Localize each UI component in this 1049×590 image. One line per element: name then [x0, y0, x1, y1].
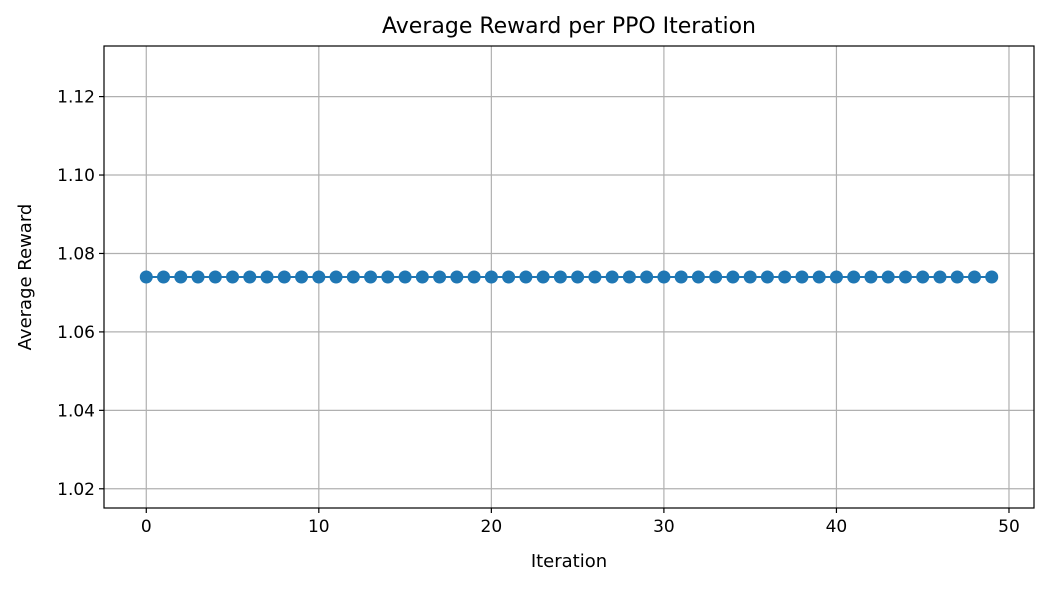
data-point — [812, 270, 826, 284]
data-point — [312, 270, 326, 284]
data-point — [174, 270, 188, 284]
data-point — [364, 270, 378, 284]
x-axis: 0 10 20 30 40 50 — [141, 508, 1020, 537]
data-point — [450, 270, 464, 284]
data-point — [916, 270, 930, 284]
y-tick-label: 1.06 — [57, 323, 95, 343]
data-point — [519, 270, 533, 284]
data-point — [226, 270, 240, 284]
y-tick-label: 1.12 — [57, 88, 95, 108]
data-point — [346, 270, 360, 284]
x-tick-label: 10 — [308, 517, 330, 537]
x-tick-label: 40 — [826, 517, 848, 537]
data-point — [484, 270, 498, 284]
data-point — [933, 270, 947, 284]
data-point — [657, 270, 671, 284]
data-point — [829, 270, 843, 284]
plot-frame — [103, 45, 1035, 509]
data-point — [139, 270, 153, 284]
series-layer — [139, 270, 999, 284]
y-axis: 1.02 1.04 1.06 1.08 1.10 1.12 — [57, 88, 104, 500]
data-point — [433, 270, 447, 284]
y-tick-label: 1.08 — [57, 244, 95, 264]
x-tick-label: 0 — [141, 517, 152, 537]
data-point — [502, 270, 516, 284]
x-tick-label: 30 — [653, 517, 675, 537]
y-tick-label: 1.04 — [57, 401, 95, 421]
data-point — [381, 270, 395, 284]
data-point — [208, 270, 222, 284]
y-tick-label: 1.02 — [57, 480, 95, 500]
data-point — [881, 270, 895, 284]
y-tick-label: 1.10 — [57, 166, 95, 186]
data-point — [553, 270, 567, 284]
data-point — [674, 270, 688, 284]
data-point — [157, 270, 171, 284]
x-axis-label: Iteration — [531, 551, 607, 572]
data-point — [588, 270, 602, 284]
data-point — [743, 270, 757, 284]
x-tick-label: 50 — [998, 517, 1020, 537]
data-point — [967, 270, 981, 284]
data-point — [295, 270, 309, 284]
chart-title: Average Reward per PPO Iteration — [382, 14, 756, 39]
data-point — [622, 270, 636, 284]
data-point — [243, 270, 257, 284]
data-point — [398, 270, 412, 284]
data-point — [709, 270, 723, 284]
data-point — [847, 270, 861, 284]
data-point — [191, 270, 205, 284]
data-point — [726, 270, 740, 284]
x-tick-label: 20 — [481, 517, 503, 537]
data-point — [415, 270, 429, 284]
data-point — [691, 270, 705, 284]
y-axis-label: Average Reward — [15, 204, 36, 351]
data-point — [795, 270, 809, 284]
data-point — [260, 270, 274, 284]
data-point — [605, 270, 619, 284]
data-point — [277, 270, 291, 284]
data-point — [536, 270, 550, 284]
data-point — [640, 270, 654, 284]
data-point — [950, 270, 964, 284]
data-point — [329, 270, 343, 284]
data-point — [778, 270, 792, 284]
data-point — [467, 270, 481, 284]
data-point — [760, 270, 774, 284]
data-point — [898, 270, 912, 284]
data-point — [864, 270, 878, 284]
data-point — [571, 270, 585, 284]
data-point — [985, 270, 999, 284]
